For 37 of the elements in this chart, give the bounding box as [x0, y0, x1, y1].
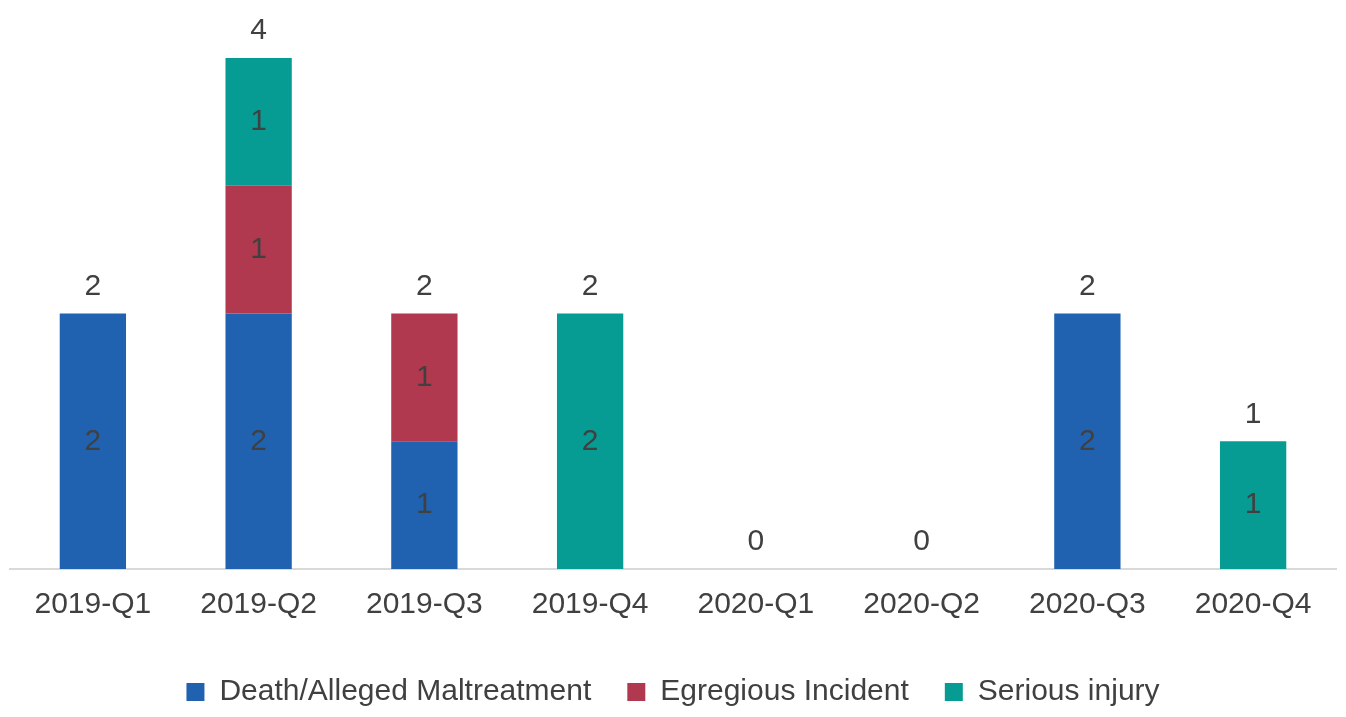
- total-label: 2: [84, 267, 102, 301]
- total-label: 4: [250, 12, 267, 46]
- total-label: 2: [416, 267, 433, 301]
- legend-label: Egregious Incident: [660, 673, 910, 707]
- x-tick-label: 2020-Q2: [863, 586, 980, 620]
- x-tick-label: 2020-Q4: [1194, 586, 1312, 620]
- bar: [1054, 313, 1121, 569]
- data-label: 1: [250, 103, 267, 137]
- x-tick-label: 2019-Q1: [34, 586, 152, 620]
- data-label: 1: [1244, 486, 1262, 520]
- bar: [391, 313, 458, 442]
- total-label: 2: [1079, 267, 1096, 301]
- data-label: 1: [416, 358, 433, 392]
- data-label: 2: [250, 422, 267, 456]
- bar: [225, 313, 292, 569]
- bar: [225, 58, 292, 186]
- data-label: 2: [581, 422, 599, 456]
- total-label: 0: [913, 523, 930, 557]
- data-label: 1: [416, 486, 433, 520]
- legend-label: Serious injury: [977, 673, 1160, 707]
- x-tick-label: 2020-Q1: [697, 586, 815, 620]
- data-label: 2: [1079, 422, 1096, 456]
- total-label: 1: [1244, 395, 1262, 429]
- x-tick-label: 2020-Q3: [1029, 586, 1146, 620]
- data-label: 2: [84, 422, 102, 456]
- data-label: 1: [250, 230, 267, 264]
- bar: [225, 185, 292, 314]
- x-tick-label: 2019-Q3: [366, 586, 483, 620]
- bar: [556, 313, 624, 569]
- total-label: 2: [581, 267, 599, 301]
- bar: [391, 441, 458, 569]
- legend-label: Death/Alleged Maltreatment: [219, 673, 592, 707]
- bar: [59, 313, 127, 569]
- bar: [1219, 441, 1287, 569]
- x-tick-label: 2019-Q2: [200, 586, 317, 620]
- total-label: 0: [747, 523, 765, 557]
- x-tick-label: 2019-Q4: [531, 586, 649, 620]
